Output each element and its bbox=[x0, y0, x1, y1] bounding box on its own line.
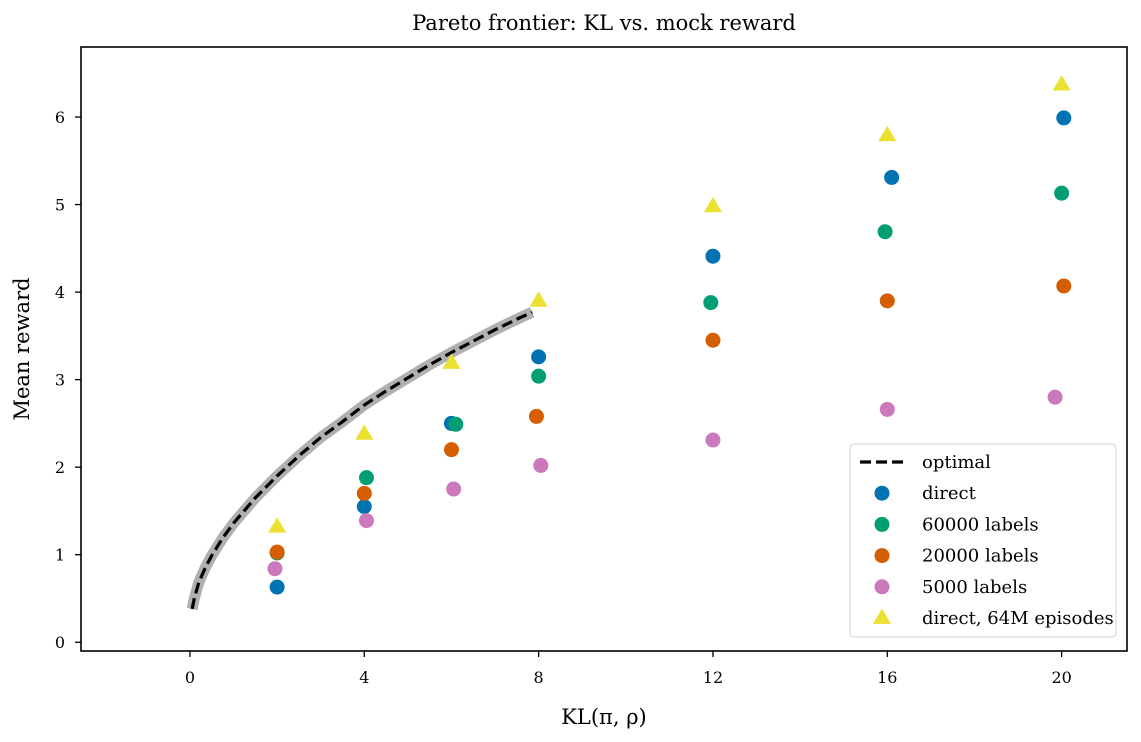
5000-labels-point bbox=[446, 481, 462, 497]
direct-64m-episodes-point bbox=[1052, 75, 1071, 91]
x-axis: 0 4 8 12 16 20 bbox=[185, 651, 1072, 687]
legend-direct-64m-episodes-swatch bbox=[872, 608, 892, 624]
20000-labels-point bbox=[443, 442, 459, 458]
direct-64m-episodes-point bbox=[529, 291, 548, 307]
legend: optimal direct 60000 labels 20000 labels 500… bbox=[849, 443, 1117, 638]
legend-box bbox=[849, 443, 1117, 638]
20000-labels-point bbox=[528, 408, 544, 424]
legend-5000-labels-swatch bbox=[874, 579, 890, 595]
5000-labels-point bbox=[705, 432, 721, 448]
20000-labels-point bbox=[356, 485, 372, 501]
direct-point bbox=[269, 579, 285, 595]
direct-point bbox=[356, 499, 372, 515]
legend-5000-labels-label: 5000 labels bbox=[922, 577, 1027, 598]
direct-point bbox=[531, 349, 547, 365]
direct-point bbox=[705, 248, 721, 264]
direct-64m-episodes-point bbox=[878, 125, 897, 142]
optimal-line bbox=[190, 310, 533, 610]
x-tick-label: 4 bbox=[359, 668, 369, 687]
direct-64m-episodes-point bbox=[268, 517, 287, 533]
y-tick-label: 2 bbox=[55, 458, 65, 477]
x-tick-label: 12 bbox=[703, 668, 723, 687]
plot-frame bbox=[80, 46, 1128, 652]
5000-labels-point bbox=[1047, 389, 1063, 405]
y-tick-label: 1 bbox=[55, 546, 65, 565]
y-tick-label: 0 bbox=[55, 633, 65, 652]
20000-labels-point bbox=[269, 544, 285, 560]
20000-labels-point bbox=[1056, 278, 1072, 294]
x-axis-label: KL(π, ρ) bbox=[561, 705, 647, 729]
legend-direct-64m-episodes-label: direct, 64M episodes bbox=[922, 608, 1114, 629]
5000-labels-point bbox=[267, 561, 283, 577]
y-tick-label: 5 bbox=[55, 196, 65, 215]
5000-labels-point bbox=[358, 513, 374, 529]
y-tick-label: 4 bbox=[55, 283, 65, 302]
direct-point bbox=[884, 169, 900, 185]
legend-60000-labels-label: 60000 labels bbox=[922, 514, 1039, 535]
legend-direct-label: direct bbox=[922, 483, 977, 504]
20000-labels-point bbox=[879, 293, 895, 309]
20000-labels-point bbox=[705, 332, 721, 348]
5000-labels-point bbox=[533, 457, 549, 473]
60000-labels-point bbox=[448, 416, 464, 432]
x-tick-label: 0 bbox=[185, 668, 195, 687]
chart-title: Pareto frontier: KL vs. mock reward bbox=[412, 11, 796, 35]
direct-point bbox=[1056, 110, 1072, 126]
direct-64m-episodes-point bbox=[703, 196, 722, 213]
y-axis-label: Mean reward bbox=[10, 277, 34, 420]
direct-64m-episodes-point bbox=[355, 424, 374, 440]
x-tick-label: 8 bbox=[534, 668, 544, 687]
direct-64m-episodes-point bbox=[442, 353, 461, 369]
plot-area bbox=[186, 75, 1072, 611]
5000-labels-point bbox=[879, 401, 895, 417]
60000-labels-point bbox=[703, 295, 719, 311]
x-tick-label: 16 bbox=[877, 668, 897, 687]
legend-60000-labels-swatch bbox=[874, 516, 890, 532]
legend-20000-labels-swatch bbox=[874, 548, 890, 564]
legend-20000-labels-label: 20000 labels bbox=[922, 546, 1039, 567]
60000-labels-point bbox=[531, 368, 547, 384]
60000-labels-point bbox=[877, 224, 893, 240]
60000-labels-point bbox=[1054, 185, 1070, 201]
x-tick-label: 20 bbox=[1051, 668, 1071, 687]
y-axis: 0 1 2 3 4 5 6 bbox=[55, 108, 81, 652]
y-tick-label: 6 bbox=[55, 108, 65, 127]
y-tick-label: 3 bbox=[55, 371, 65, 390]
legend-direct-swatch bbox=[874, 485, 890, 501]
legend-optimal-label: optimal bbox=[922, 452, 991, 473]
60000-labels-point bbox=[358, 470, 374, 486]
